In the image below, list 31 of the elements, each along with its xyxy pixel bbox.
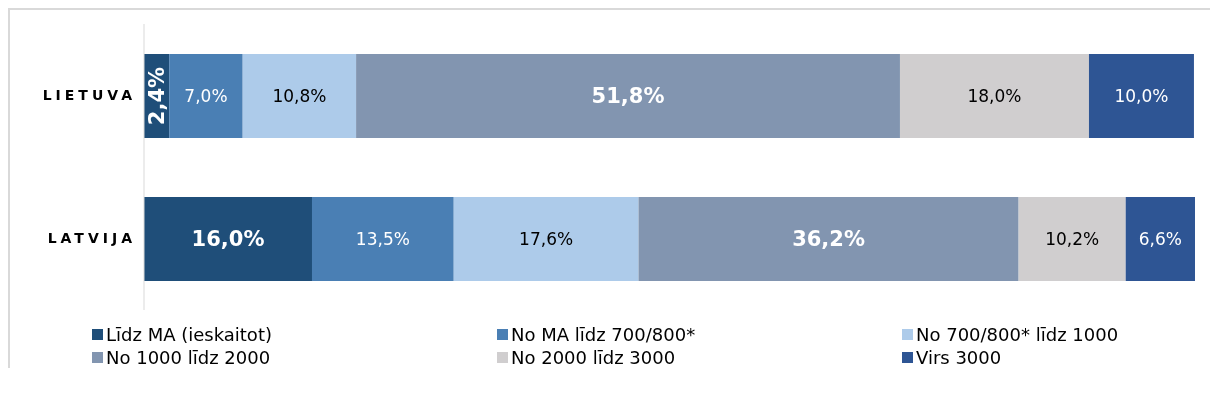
- bar: [311, 197, 454, 281]
- y-tick-label: LATVIJA: [47, 230, 136, 247]
- legend-label: Līdz MA (ieskaitot): [106, 324, 272, 345]
- bar: [356, 54, 900, 138]
- data-label: 17,6%: [519, 229, 574, 249]
- data-label: 18,0%: [967, 86, 1022, 106]
- legend-label: No 2000 līdz 3000: [511, 347, 676, 368]
- bar: [144, 197, 312, 281]
- data-label: 7,0%: [184, 86, 228, 106]
- data-label: 16,0%: [191, 227, 265, 251]
- data-label: 36,2%: [792, 227, 865, 251]
- data-label: 2,4%: [144, 66, 169, 126]
- data-label: 51,8%: [591, 84, 665, 108]
- legend-label: Virs 3000: [916, 347, 1002, 368]
- data-label: 10,0%: [1114, 86, 1169, 106]
- bar: [453, 197, 639, 281]
- data-label: 13,5%: [355, 229, 410, 249]
- data-label: 10,8%: [272, 86, 327, 106]
- legend-label: No 700/800* līdz 1000: [916, 324, 1119, 345]
- bar: [169, 54, 243, 138]
- bar: [1018, 197, 1126, 281]
- bar: [638, 197, 1019, 281]
- bar: [899, 54, 1089, 138]
- data-label: 10,2%: [1045, 229, 1100, 249]
- legend-label: No 1000 līdz 2000: [106, 347, 271, 368]
- bar: [242, 54, 357, 138]
- legend-label: No MA līdz 700/800*: [511, 324, 696, 345]
- bar: [1125, 197, 1195, 281]
- data-label: 6,6%: [1138, 229, 1182, 249]
- bar: [1088, 54, 1194, 138]
- y-tick-label: LIETUVA: [42, 87, 136, 104]
